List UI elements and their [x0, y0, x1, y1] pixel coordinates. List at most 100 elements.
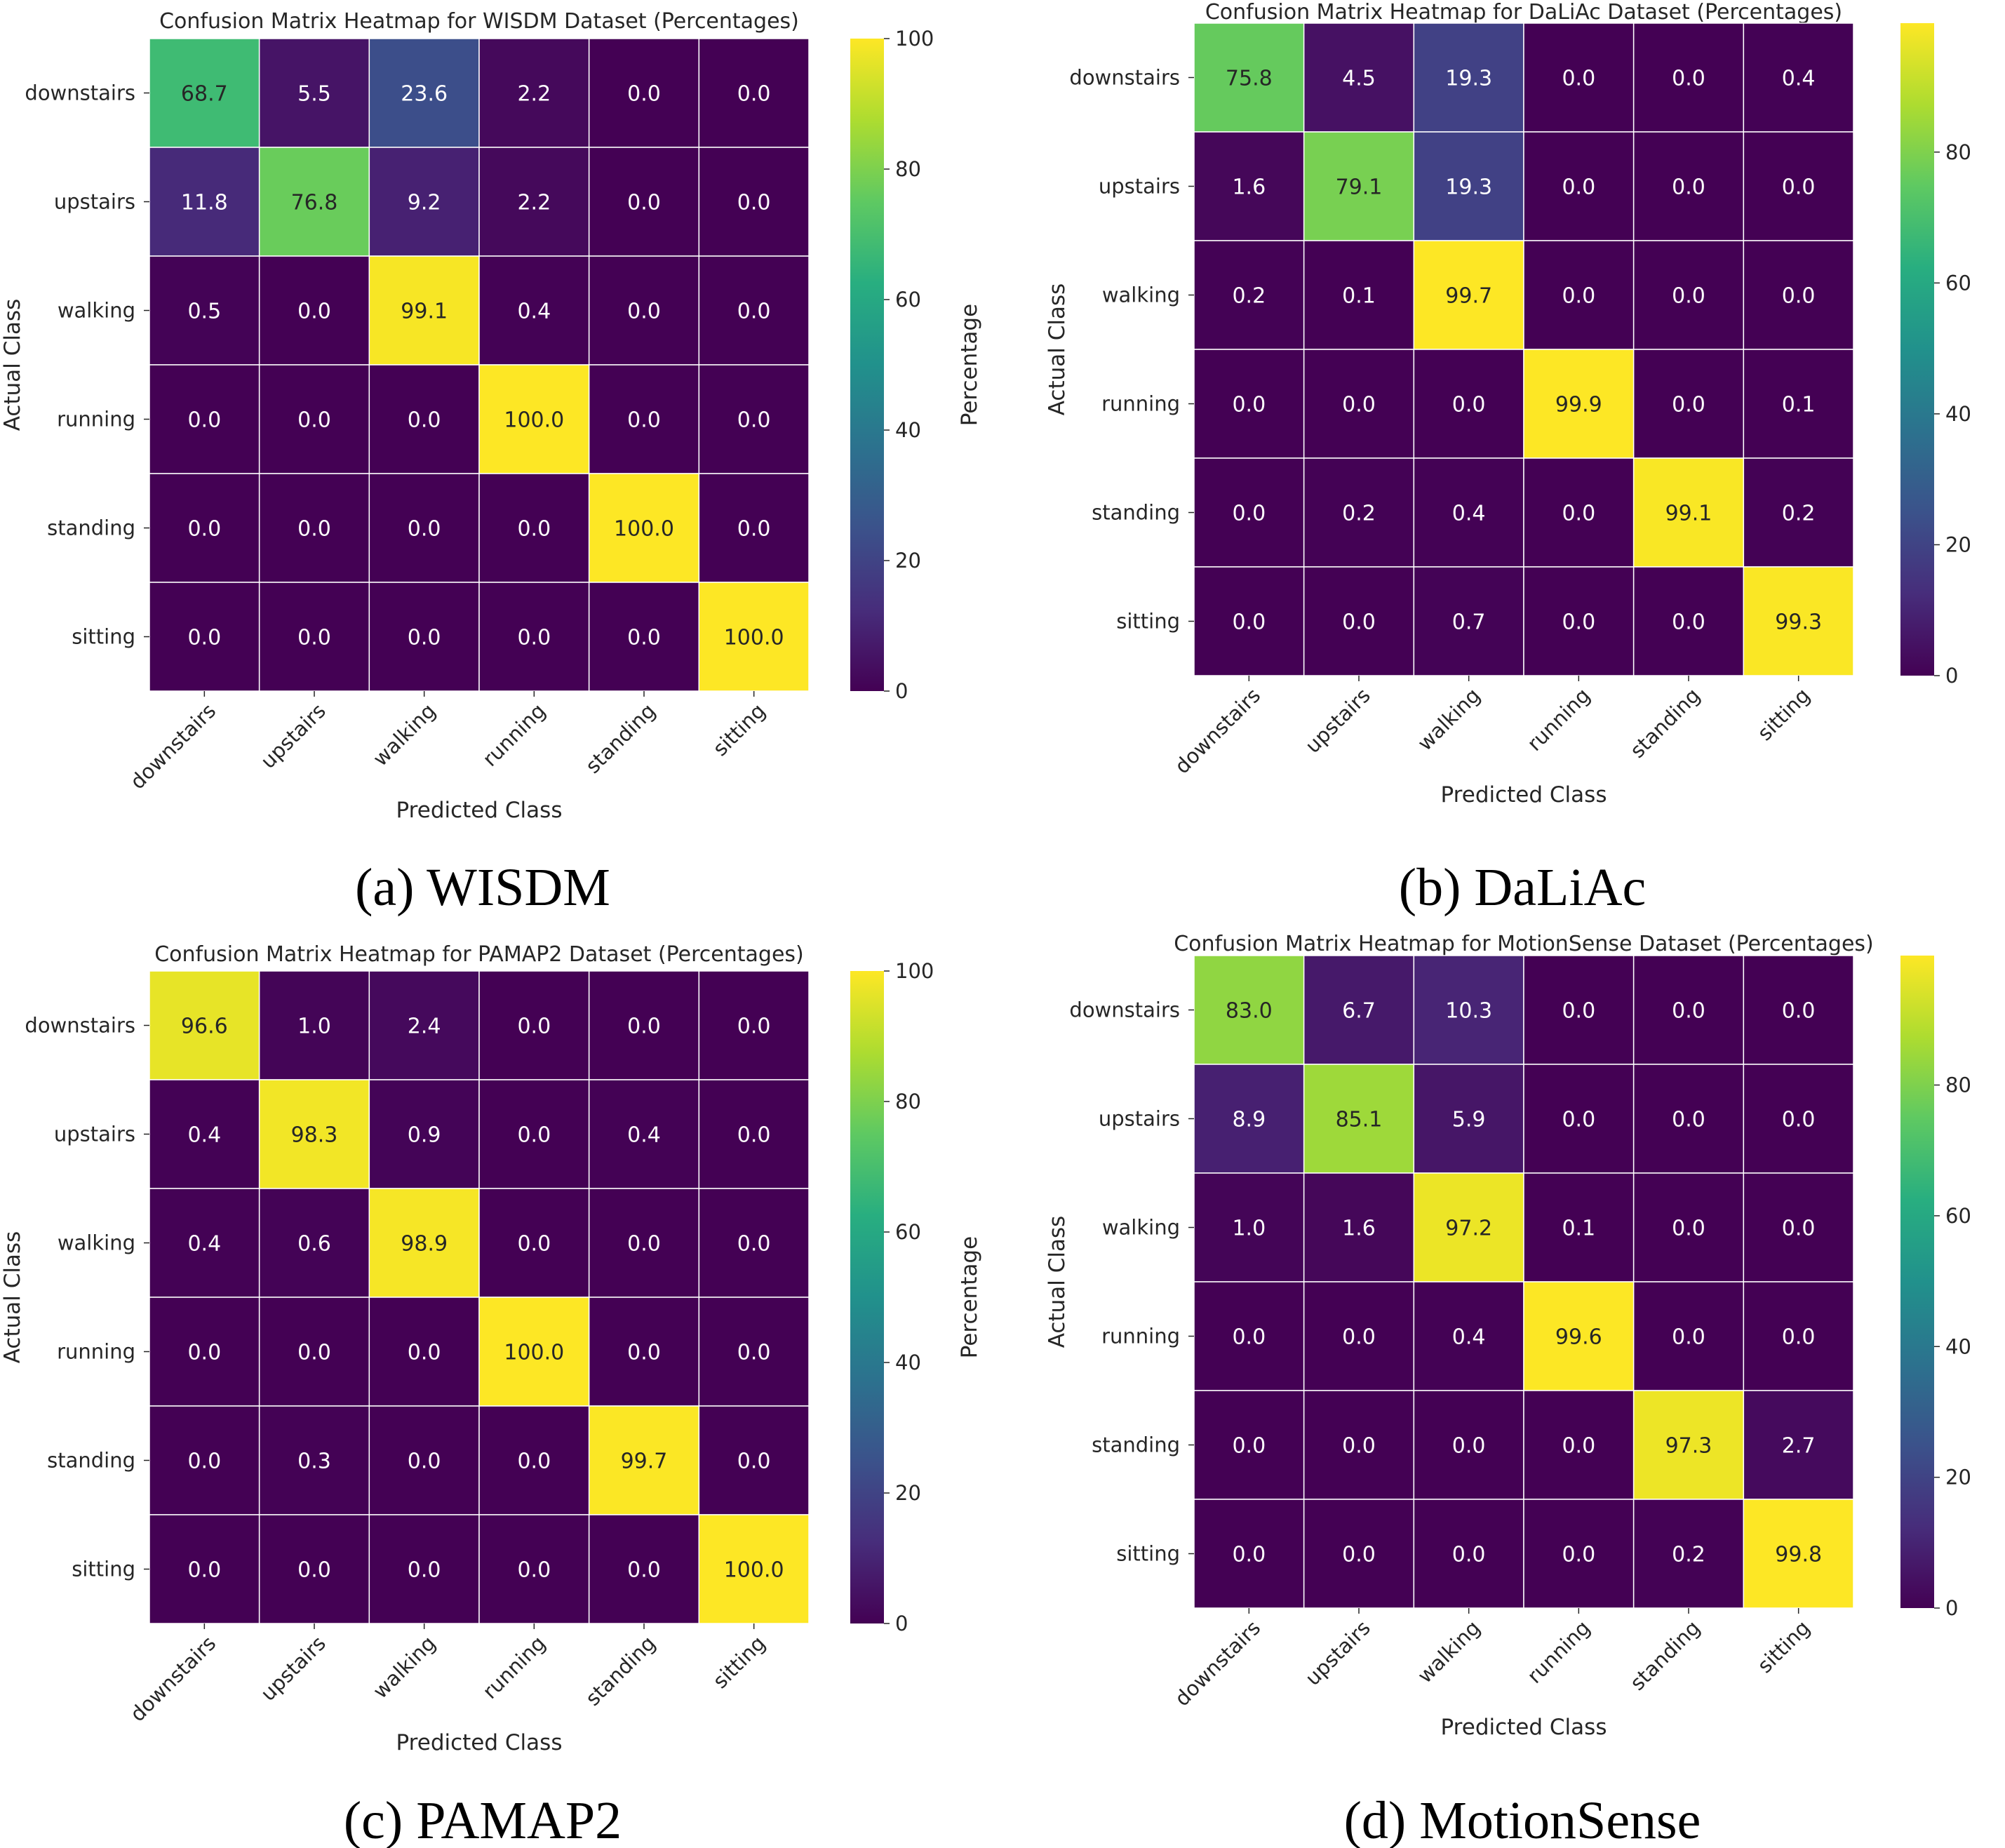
cell-value-label: 2.7	[1782, 1434, 1816, 1459]
cell-value-label: 0.0	[1342, 393, 1376, 417]
cell-value-label: 0.0	[1672, 67, 1705, 91]
cell-value-label: 0.0	[1782, 1325, 1816, 1350]
cell-value-label: 0.0	[408, 1341, 441, 1365]
heatmap-cell	[1743, 1064, 1854, 1174]
heatmap-cell	[588, 1188, 700, 1298]
cell-value-label: 0.9	[408, 1123, 441, 1148]
x-tick-label: walking	[1413, 683, 1485, 756]
y-tick-label: sitting	[1116, 610, 1180, 634]
x-tick-label: standing	[581, 1631, 660, 1710]
heatmap-cell	[368, 1079, 480, 1189]
heatmap-cell	[1303, 955, 1415, 1065]
y-tick-label: running	[1101, 392, 1180, 416]
heatmap-cell	[588, 1514, 700, 1624]
y-tick-label: upstairs	[1099, 1107, 1180, 1131]
heatmap-cell	[1413, 240, 1524, 350]
heatmap-cell	[149, 970, 260, 1080]
cell-value-label: 0.0	[187, 517, 221, 542]
heatmap-cell	[1523, 1064, 1635, 1174]
colorbar-tick-label: 0	[895, 679, 908, 703]
cell-value-label: 0.0	[187, 626, 221, 650]
cell-value-label: 19.3	[1445, 67, 1492, 91]
y-tick-label: standing	[47, 1449, 135, 1473]
y-tick-label: walking	[1102, 1216, 1180, 1240]
heatmap-cell	[149, 38, 260, 148]
cell-value-label: 100.0	[504, 1341, 564, 1365]
y-tick-label: sitting	[1116, 1542, 1180, 1566]
cell-value-label: 0.0	[1342, 610, 1376, 635]
y-tick-label: running	[57, 1340, 135, 1364]
cell-value-label: 0.0	[408, 1558, 441, 1583]
heatmap-cell	[1413, 566, 1524, 676]
x-axis-label: Predicted Class	[1441, 1715, 1607, 1740]
heatmap-cell	[149, 1079, 260, 1189]
x-tick-label: upstairs	[1301, 1616, 1375, 1690]
heatmap-cell	[1303, 1064, 1415, 1174]
heatmap-cell	[698, 1188, 810, 1298]
y-tick-label: sitting	[72, 625, 135, 649]
heatmap-cell	[368, 364, 480, 474]
heatmap-cell	[1193, 955, 1305, 1065]
cell-value-label: 85.1	[1336, 1108, 1383, 1132]
colorbar-tick-label: 80	[895, 1090, 921, 1113]
cell-value-label: 99.1	[1665, 502, 1712, 526]
cell-value-label: 0.0	[1562, 284, 1595, 309]
cell-value-label: 0.0	[1232, 1325, 1266, 1350]
cell-value-label: 100.0	[614, 517, 674, 542]
cell-value-label: 8.9	[1232, 1108, 1266, 1132]
colorbar-tick-label: 100	[895, 27, 934, 51]
cell-value-label: 0.0	[1232, 1434, 1266, 1459]
colorbar	[850, 39, 884, 691]
heatmap-cell	[368, 1405, 480, 1515]
heatmap-cell	[258, 1079, 370, 1189]
heatmap-cell	[1743, 1499, 1854, 1609]
colorbar	[1900, 23, 1934, 676]
heatmap-cell	[698, 38, 810, 148]
y-tick-label: running	[1101, 1325, 1180, 1348]
cell-value-label: 100.0	[724, 626, 784, 650]
heatmap-cell	[368, 1188, 480, 1298]
heatmap-cell	[368, 1297, 480, 1407]
colorbar	[1900, 956, 1934, 1608]
cell-value-label: 83.0	[1226, 999, 1273, 1024]
x-tick-label: standing	[581, 699, 660, 778]
cell-value-label: 6.7	[1342, 999, 1376, 1024]
cell-value-label: 0.0	[737, 1341, 771, 1365]
heatmap-cell	[1303, 1390, 1415, 1500]
heatmap-cell	[1523, 955, 1635, 1065]
y-tick-label: standing	[1092, 1433, 1180, 1457]
heatmap-cell	[1743, 1390, 1854, 1500]
cell-value-label: 0.0	[1562, 502, 1595, 526]
y-tick-label: standing	[1092, 501, 1180, 525]
cell-value-label: 100.0	[504, 408, 564, 433]
heatmap-cell	[1743, 955, 1854, 1065]
cell-value-label: 0.0	[1782, 284, 1816, 309]
cell-value-label: 0.0	[1672, 610, 1705, 635]
cell-value-label: 0.0	[737, 300, 771, 324]
cell-value-label: 99.6	[1555, 1325, 1602, 1350]
cell-value-label: 0.0	[1452, 1543, 1486, 1567]
heatmap-cell	[1193, 1499, 1305, 1609]
y-axis-label: Actual Class	[1045, 283, 1070, 416]
cell-value-label: 0.0	[1232, 393, 1266, 417]
cell-value-label: 0.0	[1232, 610, 1266, 635]
colorbar-label: Percentage	[957, 304, 982, 426]
panel-title: Confusion Matrix Heatmap for DaLiAc Data…	[1205, 0, 1842, 25]
cell-value-label: 0.0	[1782, 1108, 1816, 1132]
panel-3: Confusion Matrix Heatmap for PAMAP2 Data…	[0, 942, 982, 1848]
cell-value-label: 0.0	[1672, 1325, 1705, 1350]
cell-value-label: 0.0	[408, 1449, 441, 1474]
heatmap-cell	[258, 364, 370, 474]
cell-value-label: 0.0	[408, 626, 441, 650]
heatmap-cell	[1413, 1499, 1524, 1609]
cell-value-label: 0.0	[737, 517, 771, 542]
y-tick-label: sitting	[72, 1558, 135, 1581]
heatmap-cell	[1743, 566, 1854, 676]
cell-value-label: 1.0	[1232, 1217, 1266, 1241]
y-tick-label: walking	[58, 299, 135, 323]
cell-value-label: 68.7	[181, 82, 228, 107]
panel-1: Confusion Matrix Heatmap for WISDM Datas…	[0, 9, 982, 917]
y-tick-label: downstairs	[25, 1014, 135, 1038]
cell-value-label: 96.6	[181, 1015, 228, 1039]
heatmap-cell	[368, 1514, 480, 1624]
